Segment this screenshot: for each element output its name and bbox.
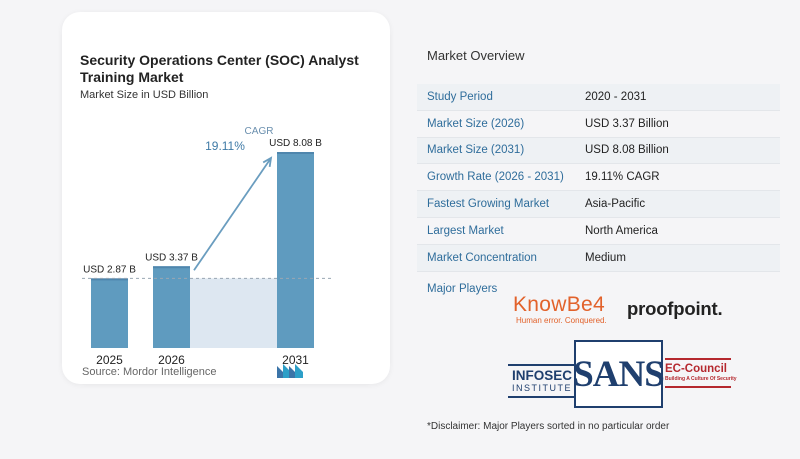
players-label: Major Players [427, 283, 498, 295]
infosec-logo: INFOSEC INSTITUTE [508, 364, 576, 398]
cagr-value: 19.11% [205, 139, 245, 153]
growth-band [190, 278, 277, 348]
infosec-name: INFOSEC [511, 368, 572, 383]
chart-title: Security Operations Center (SOC) Analyst… [80, 52, 359, 85]
overview-row-label: Growth Rate (2026 - 2031) [427, 171, 564, 184]
overview-title: Market Overview [427, 48, 525, 63]
knowbe4-logo: KnowBe4 Human error. Conquered. [513, 294, 621, 330]
source-text: Source: Mordor Intelligence [82, 366, 217, 378]
chart-card: Security Operations Center (SOC) Analyst… [62, 12, 390, 384]
overview-row: Market Size (2026) USD 3.37 Billion [417, 111, 780, 138]
overview-row: Fastest Growing Market Asia-Pacific [417, 191, 780, 218]
overview-row: Growth Rate (2026 - 2031) 19.11% CAGR [417, 164, 780, 192]
knowbe4-name: KnowBe4 [513, 293, 605, 316]
category-label-2031: 2031 [282, 353, 309, 367]
overview-row: Market Size (2031) USD 8.08 Billion [417, 137, 780, 165]
overview-row-label: Market Size (2031) [427, 144, 525, 157]
overview-row-value: 2020 - 2031 [585, 90, 647, 103]
eccouncil-tagline: Building A Culture Of Security [665, 376, 737, 382]
sans-name: SANS [573, 353, 665, 395]
value-label-2031: USD 8.08 B [269, 138, 322, 149]
bar-2026 [153, 266, 190, 348]
value-label-2026: USD 3.37 B [145, 252, 198, 263]
overview-row: Study Period 2020 - 2031 [417, 84, 780, 111]
overview-row-label: Fastest Growing Market [427, 198, 550, 211]
cagr-arrow-head [262, 156, 273, 168]
overview-row: Largest Market North America [417, 218, 780, 245]
bar-chart: USD 2.87 B 2025 USD 3.37 B 2026 USD 8.08 B 20… [82, 126, 332, 367]
overview-row-label: Largest Market [427, 224, 504, 237]
overview-row-label: Market Size (2026) [427, 117, 525, 130]
overview-row-value: Asia-Pacific [585, 198, 646, 211]
bar-top-2025 [91, 278, 128, 281]
overview-row-value: Medium [585, 251, 626, 264]
eccouncil-name: EC-Council [665, 363, 727, 375]
disclaimer: *Disclaimer: Major Players sorted in no … [427, 421, 670, 432]
category-label-2026: 2026 [158, 353, 185, 367]
infosec-sub: INSTITUTE [512, 383, 572, 393]
sans-logo: SANS [573, 340, 665, 408]
bar-top-2026 [153, 266, 190, 269]
bar-2031 [277, 152, 314, 348]
chart-subtitle: Market Size in USD Billion [80, 89, 209, 101]
cagr-label: CAGR [245, 126, 274, 137]
value-label-2025: USD 2.87 B [83, 264, 136, 275]
overview-row: Market Concentration Medium [417, 244, 780, 272]
overview-row-value: 19.11% CAGR [585, 171, 660, 184]
overview-row-label: Market Concentration [427, 251, 537, 264]
overview-row-value: USD 3.37 Billion [585, 117, 669, 130]
mordor-logo-icon [277, 364, 303, 378]
bar-top-2031 [277, 152, 314, 154]
overview-table: Study Period 2020 - 2031 Market Size (2026… [417, 84, 780, 272]
proofpoint-logo: proofpoint. [627, 298, 723, 319]
overview-row-label: Study Period [427, 90, 493, 103]
category-label-2025: 2025 [96, 353, 123, 367]
eccouncil-logo: EC-Council Building A Culture Of Securit… [665, 358, 737, 388]
bar-2025 [91, 278, 128, 348]
overview-row-value: USD 8.08 Billion [585, 144, 669, 157]
overview-row-value: North America [585, 224, 658, 237]
knowbe4-tagline: Human error. Conquered. [516, 316, 607, 325]
cagr-arrow-line [193, 157, 272, 271]
